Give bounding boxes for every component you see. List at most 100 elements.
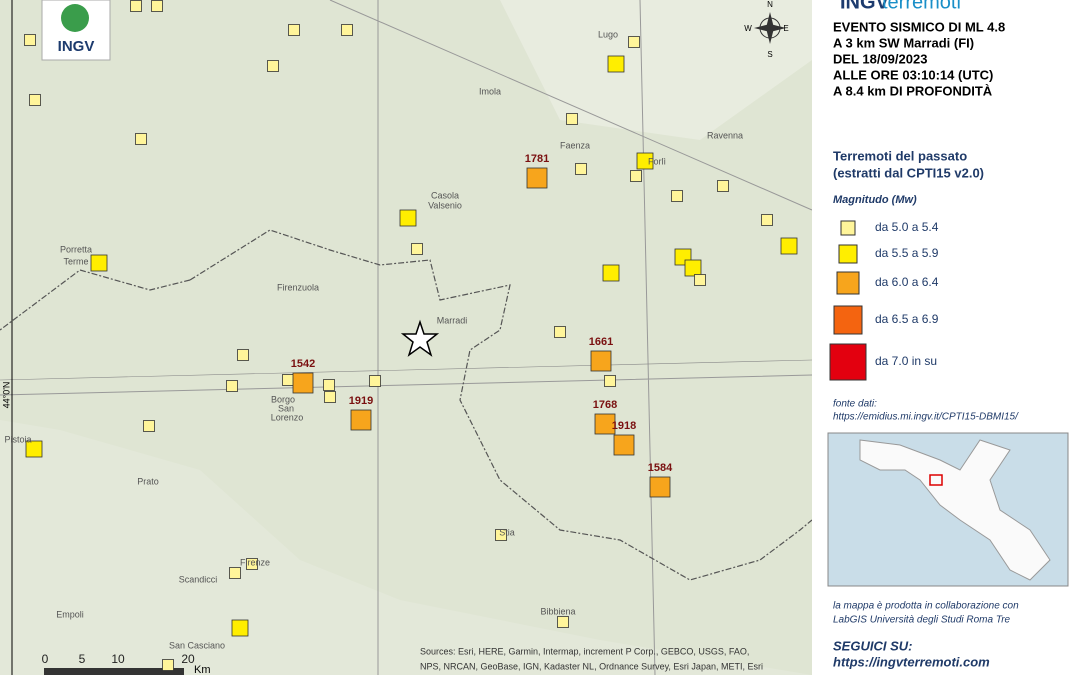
event-marker — [671, 190, 683, 202]
logo-text: INGV — [58, 38, 95, 55]
scale-bar — [44, 668, 184, 675]
event-marker — [594, 413, 616, 435]
place-label: Marradi — [437, 315, 468, 325]
place-label: Pistoia — [4, 434, 31, 444]
event-marker — [350, 409, 372, 431]
legend-swatch — [840, 220, 856, 236]
year-label: 1918 — [612, 420, 636, 432]
event-marker — [628, 36, 640, 48]
event-marker — [288, 24, 300, 36]
place-label: Lugo — [598, 29, 618, 39]
event-marker — [694, 274, 706, 286]
place-label: Faenza — [560, 140, 590, 150]
grid-line — [0, 0, 813, 675]
event-marker — [526, 167, 548, 189]
legend-swatch — [838, 244, 858, 264]
event-marker — [649, 476, 671, 498]
event-marker — [604, 375, 616, 387]
place-label: Empoli — [56, 609, 84, 619]
brand: terremoti — [882, 0, 961, 13]
year-label: 1584 — [648, 462, 673, 474]
place-label: Valsenio — [428, 200, 462, 210]
compass-label: W — [744, 24, 752, 33]
place-label: Ravenna — [707, 130, 743, 140]
event-marker — [636, 152, 654, 170]
legend-label: da 7.0 in su — [875, 354, 937, 368]
place-label: Prato — [137, 476, 159, 486]
source-label: fonte dati: — [833, 399, 877, 410]
event-marker — [399, 209, 417, 227]
event-marker — [135, 133, 147, 145]
place-label: Stia — [499, 527, 515, 537]
legend-swatch — [836, 271, 860, 295]
event-marker — [282, 374, 294, 386]
event-marker — [25, 440, 43, 458]
event-marker — [130, 0, 142, 12]
brand: INGV — [840, 0, 890, 13]
logo-globe — [61, 4, 89, 32]
plain — [500, 0, 812, 140]
scale-label: 10 — [111, 652, 125, 666]
epicenter-star — [400, 319, 440, 357]
event-marker — [162, 659, 174, 671]
event-marker — [237, 349, 249, 361]
place-label: Porretta — [60, 244, 92, 254]
place-label: Forlì — [648, 156, 666, 166]
event-marker — [90, 254, 108, 272]
compass-label: S — [767, 50, 772, 59]
graticule — [0, 359, 813, 381]
social-label: SEGUICI SU: — [833, 638, 912, 653]
event-marker — [602, 264, 620, 282]
event-marker — [246, 558, 258, 570]
year-label: 1919 — [349, 395, 373, 407]
place-label: Firenzuola — [277, 282, 319, 292]
year-label: 1768 — [593, 399, 617, 411]
scale-label: 5 — [79, 652, 86, 666]
event-marker — [292, 372, 314, 394]
legend-swatch — [833, 305, 863, 335]
legend-label: da 5.5 a 5.9 — [875, 246, 939, 260]
year-label: 1781 — [525, 153, 549, 165]
event-info: EVENTO SISMICO DI ML 4.8 — [833, 19, 1005, 34]
year-label: 1661 — [589, 336, 613, 348]
place-label: Casola — [431, 190, 459, 200]
source-url: https://emidius.mi.ingv.it/CPTI15-DBMI15… — [833, 412, 1019, 423]
event-marker — [761, 214, 773, 226]
event-marker — [341, 24, 353, 36]
event-info: ALLE ORE 03:10:14 (UTC) — [833, 67, 993, 82]
place-label: Lorenzo — [271, 412, 304, 422]
plain — [0, 420, 812, 675]
compass-label: E — [783, 24, 788, 33]
event-marker — [575, 163, 587, 175]
place-label: San — [278, 403, 294, 413]
latitude-label: 44°0'N — [1, 382, 11, 409]
italy — [859, 439, 1051, 581]
place-label: Bibbiena — [540, 606, 575, 616]
event-marker — [630, 170, 642, 182]
legend-label: da 6.5 a 6.9 — [875, 312, 939, 326]
event-marker — [143, 420, 155, 432]
event-marker — [229, 567, 241, 579]
event-info: DEL 18/09/2023 — [833, 51, 927, 66]
legend-label: da 6.0 a 6.4 — [875, 275, 939, 289]
event-marker — [231, 619, 249, 637]
event-marker — [566, 113, 578, 125]
year-label: 1542 — [291, 358, 315, 370]
event-marker — [29, 94, 41, 106]
event-marker — [780, 237, 798, 255]
event-marker — [557, 616, 569, 628]
scale-label: 20 — [181, 652, 195, 666]
event-info: A 3 km SW Marradi (FI) — [833, 35, 974, 50]
place-label: San Casciano — [169, 640, 225, 650]
place-label: Terme — [63, 256, 88, 266]
event-info: A 8.4 km DI PROFONDITÀ — [833, 83, 993, 98]
event-marker — [24, 34, 36, 46]
credits: la mappa è prodotta in collaborazione co… — [833, 601, 1019, 612]
inset-highlight — [929, 474, 943, 486]
event-marker — [613, 434, 635, 456]
legend-label: da 5.0 a 5.4 — [875, 220, 939, 234]
scale-unit: Km — [194, 664, 211, 675]
event-marker — [684, 259, 702, 277]
place-label: Scandicci — [179, 574, 218, 584]
